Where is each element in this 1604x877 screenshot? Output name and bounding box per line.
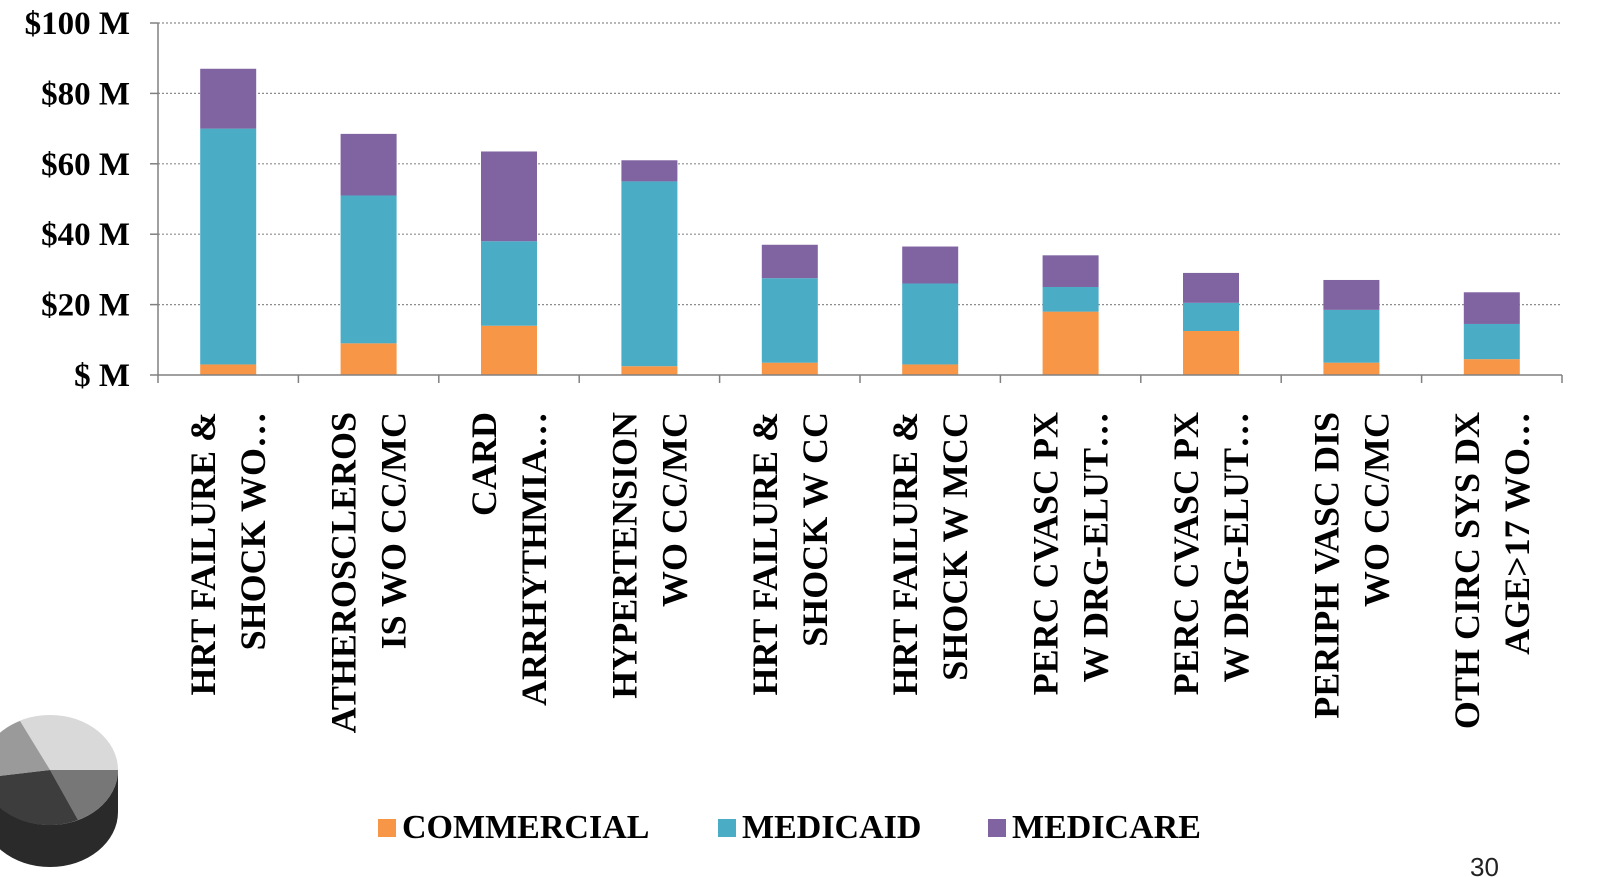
bar-segment-medicaid (1183, 302, 1239, 331)
category-label-line: PERIPH VASC DIS (1306, 412, 1346, 719)
y-axis-tick-labels: $ M $20 M $40 M $60 M $80 M $100 M (25, 6, 130, 394)
legend-label-commercial: COMMERCIAL (402, 809, 649, 846)
category-label: PERC CVASC PX W DRG-ELUT… (1026, 412, 1116, 695)
category-label: CARD ARRHYTHMIA… (464, 412, 554, 706)
y-tick-label: $ M (74, 358, 130, 394)
category-label: HRT FAILURE & SHOCK WO… (183, 412, 273, 695)
y-tick-label: $40 M (41, 217, 130, 253)
category-label: HRT FAILURE & SHOCK W CC (745, 412, 835, 695)
category-label-line: HRT FAILURE & (183, 412, 223, 695)
category-label-line: WO CC/MC (654, 412, 694, 607)
bar-segment-commercial (200, 364, 257, 375)
x-axis-category-labels: HRT FAILURE & SHOCK WO… ATHEROSCLEROS IS WO… (183, 412, 1537, 733)
category-label-line: SHOCK WO… (233, 412, 273, 650)
bar-segment-medicaid (621, 181, 678, 367)
category-label: OTH CIRC SYS DX AGE>17 WO… (1447, 412, 1537, 729)
bar-segment-medicaid (200, 128, 257, 365)
category-label: ATHEROSCLEROS IS WO CC/MC (324, 412, 414, 733)
category-label-line: OTH CIRC SYS DX (1447, 412, 1487, 729)
category-label-line: CARD (464, 412, 504, 516)
category-label-line: HRT FAILURE & (745, 412, 785, 695)
legend-label-medicare: MEDICARE (1012, 809, 1201, 846)
category-label-line: W DRG-ELUT… (1076, 412, 1116, 682)
legend-swatch-medicaid (718, 819, 736, 837)
bar-segment-commercial (1042, 311, 1099, 375)
legend-swatch-medicare (988, 819, 1006, 837)
axes (150, 22, 1563, 383)
category-label: HYPERTENSION WO CC/MC (604, 412, 694, 699)
bar-segment-medicaid (481, 241, 537, 326)
category-label-line: AGE>17 WO… (1497, 412, 1537, 655)
category-label-line: IS WO CC/MC (374, 412, 414, 649)
bar-segment-medicare (200, 68, 257, 129)
category-label: PERC CVASC PX W DRG-ELUT… (1166, 412, 1256, 695)
bar-segment-medicare (621, 160, 678, 182)
category-label-line: HRT FAILURE & (885, 412, 925, 695)
pie-chart-icon (0, 715, 118, 867)
category-label: PERIPH VASC DIS WO CC/MC (1306, 412, 1396, 719)
bar-segment-medicare (1323, 279, 1380, 310)
bar-segment-medicaid (1463, 323, 1520, 360)
bar-segment-commercial (1183, 331, 1239, 375)
category-label-line: W DRG-ELUT… (1216, 412, 1256, 682)
category-label-line: PERC CVASC PX (1166, 412, 1206, 695)
bar-segment-medicaid (340, 195, 397, 344)
y-tick-label: $80 M (41, 76, 130, 112)
category-label-line: HYPERTENSION (604, 412, 644, 699)
category-label-line: WO CC/MC (1356, 412, 1396, 607)
category-label-line: PERC CVASC PX (1026, 412, 1066, 695)
bar-segment-medicare (1183, 272, 1239, 303)
category-label-line: SHOCK W MCC (935, 412, 975, 681)
bar-segment-commercial (902, 364, 959, 375)
bar-segment-medicare (902, 246, 959, 284)
bar-segment-commercial (340, 343, 397, 375)
pie-slice (0, 770, 78, 826)
bar-segment-commercial (481, 325, 537, 375)
bar-segment-commercial (1463, 359, 1520, 375)
bar-segment-medicare (1042, 255, 1099, 287)
category-label-line: ATHEROSCLEROS (324, 412, 364, 733)
y-tick-label: $60 M (41, 147, 130, 183)
bar-segment-medicaid (902, 283, 959, 365)
bar-segment-medicare (761, 244, 818, 279)
pie-slice (0, 721, 50, 776)
bar-segment-medicare (481, 151, 537, 242)
bars (200, 68, 1520, 375)
bar-segment-medicaid (761, 278, 818, 363)
category-label-line: ARRHYTHMIA… (514, 412, 554, 706)
legend-label-medicaid: MEDICAID (742, 809, 921, 846)
legend: COMMERCIAL MEDICAID MEDICARE (378, 809, 1201, 846)
page-number: 30 (1470, 852, 1499, 877)
pie-slice (50, 770, 118, 820)
bar-segment-medicaid (1323, 309, 1380, 363)
bar-segment-medicare (340, 133, 397, 196)
y-tick-label: $20 M (41, 288, 130, 324)
category-label-line: SHOCK W CC (795, 412, 835, 647)
bar-segment-medicare (1463, 292, 1520, 324)
category-label: HRT FAILURE & SHOCK W MCC (885, 412, 975, 695)
bar-segment-medicaid (1042, 287, 1099, 312)
bar-segment-commercial (761, 362, 818, 375)
legend-swatch-commercial (378, 819, 396, 837)
y-tick-label: $100 M (25, 6, 130, 42)
bar-segment-commercial (621, 366, 678, 375)
bar-segment-commercial (1323, 362, 1380, 375)
